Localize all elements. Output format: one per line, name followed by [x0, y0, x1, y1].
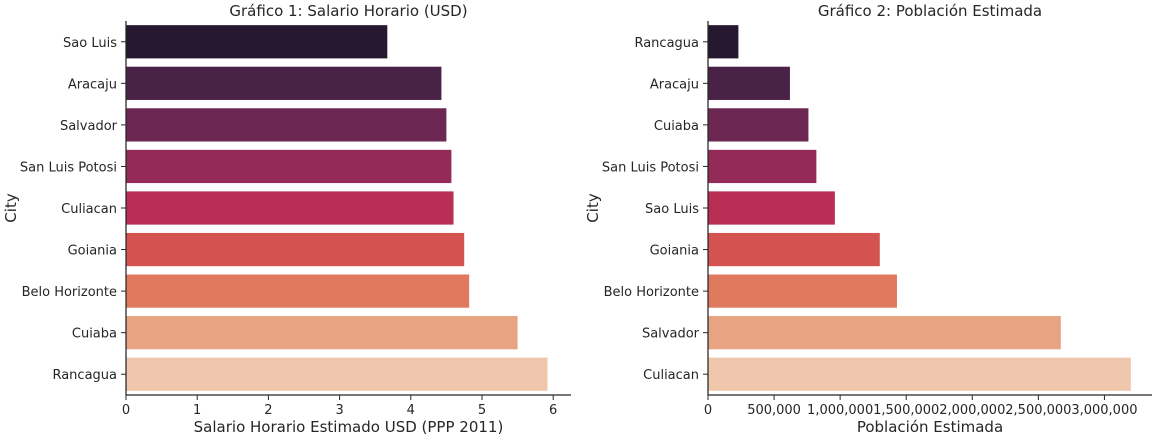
- salary-bar-cuiaba: [126, 316, 518, 350]
- salary-bar-salvador: [126, 108, 447, 142]
- population-bar-cuiaba: [708, 108, 809, 142]
- population-chart-panel: Gráfico 2: Población Estimada Población …: [584, 2, 1152, 436]
- population-y-tick-label: Goiania: [650, 244, 699, 259]
- population-bar-culiacan: [708, 357, 1131, 391]
- salary-bar-culiacan: [126, 191, 454, 225]
- salary-y-tick-label: Aracaju: [68, 77, 117, 92]
- population-x-tick-label: 2,500,000: [1005, 403, 1071, 418]
- salary-bar-san-luis-potosi: [126, 149, 452, 184]
- salary-bar-goiania: [126, 232, 465, 267]
- population-chart-title: Gráfico 2: Población Estimada: [818, 2, 1042, 20]
- population-y-tick-label: Sao Luis: [645, 202, 699, 217]
- population-bar-goiania: [708, 232, 880, 267]
- population-bar-sao-luis: [708, 191, 835, 225]
- salary-y-tick-label: Cuiaba: [72, 327, 117, 342]
- salary-x-tick-label: 2: [264, 403, 272, 418]
- salary-x-tick-label: 3: [335, 403, 343, 418]
- population-y-tick-label: Salvador: [642, 327, 700, 342]
- population-x-tick-label: 0: [704, 403, 712, 418]
- salary-chart-title: Gráfico 1: Salario Horario (USD): [229, 2, 467, 20]
- population-bar-salvador: [708, 316, 1061, 350]
- salary-bar-belo-horizonte: [126, 274, 470, 308]
- salary-y-tick-label: Goiania: [68, 244, 117, 259]
- population-bar-aracaju: [708, 66, 790, 100]
- salary-y-tick-label: Rancagua: [52, 368, 117, 383]
- population-bar-belo-horizonte: [708, 274, 897, 308]
- population-bar-san-luis-potosi: [708, 149, 817, 184]
- salary-x-tick-label: 1: [193, 403, 201, 418]
- salary-x-tick-label: 5: [478, 403, 486, 418]
- salary-y-tick-label: Sao Luis: [63, 36, 117, 51]
- population-x-tick-label: 1,500,000: [873, 403, 939, 418]
- salary-y-tick-label: Salvador: [60, 119, 118, 134]
- salary-x-tick-label: 0: [122, 403, 130, 418]
- salary-x-tick-label: 6: [549, 403, 557, 418]
- population-bar-rancagua: [708, 25, 739, 59]
- salary-chart-panel: Gráfico 1: Salario Horario (USD) Salario…: [2, 2, 571, 436]
- population-chart-y-axis-label: City: [584, 193, 602, 223]
- salary-y-tick-label: San Luis Potosi: [20, 160, 117, 175]
- salary-bar-aracaju: [126, 66, 442, 100]
- salary-y-tick-label: Culiacan: [61, 202, 117, 217]
- population-y-tick-label: Belo Horizonte: [604, 285, 699, 300]
- population-x-tick-label: 1,000,000: [807, 403, 873, 418]
- population-y-tick-label: San Luis Potosi: [602, 160, 699, 175]
- population-chart-x-axis-label: Población Estimada: [857, 418, 1003, 436]
- population-y-tick-label: Culiacan: [643, 368, 699, 383]
- population-x-tick-label: 2,000,000: [939, 403, 1005, 418]
- salary-bar-sao-luis: [126, 25, 388, 59]
- salary-y-tick-label: Belo Horizonte: [22, 285, 117, 300]
- salary-chart-y-axis-label: City: [2, 193, 20, 223]
- population-y-tick-label: Cuiaba: [654, 119, 699, 134]
- population-x-tick-label: 500,000: [747, 403, 801, 418]
- salary-x-tick-label: 4: [407, 403, 415, 418]
- population-y-tick-label: Aracaju: [650, 77, 699, 92]
- salary-chart-x-axis-label: Salario Horario Estimado USD (PPP 2011): [194, 418, 504, 436]
- population-x-tick-label: 3,000,000: [1071, 403, 1137, 418]
- population-y-tick-label: Rancagua: [634, 36, 699, 51]
- salary-bar-rancagua: [126, 357, 548, 391]
